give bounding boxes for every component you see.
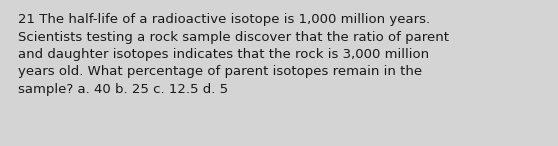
Text: 21 The half-life of a radioactive isotope is 1,000 million years.
Scientists tes: 21 The half-life of a radioactive isotop…: [18, 13, 449, 96]
